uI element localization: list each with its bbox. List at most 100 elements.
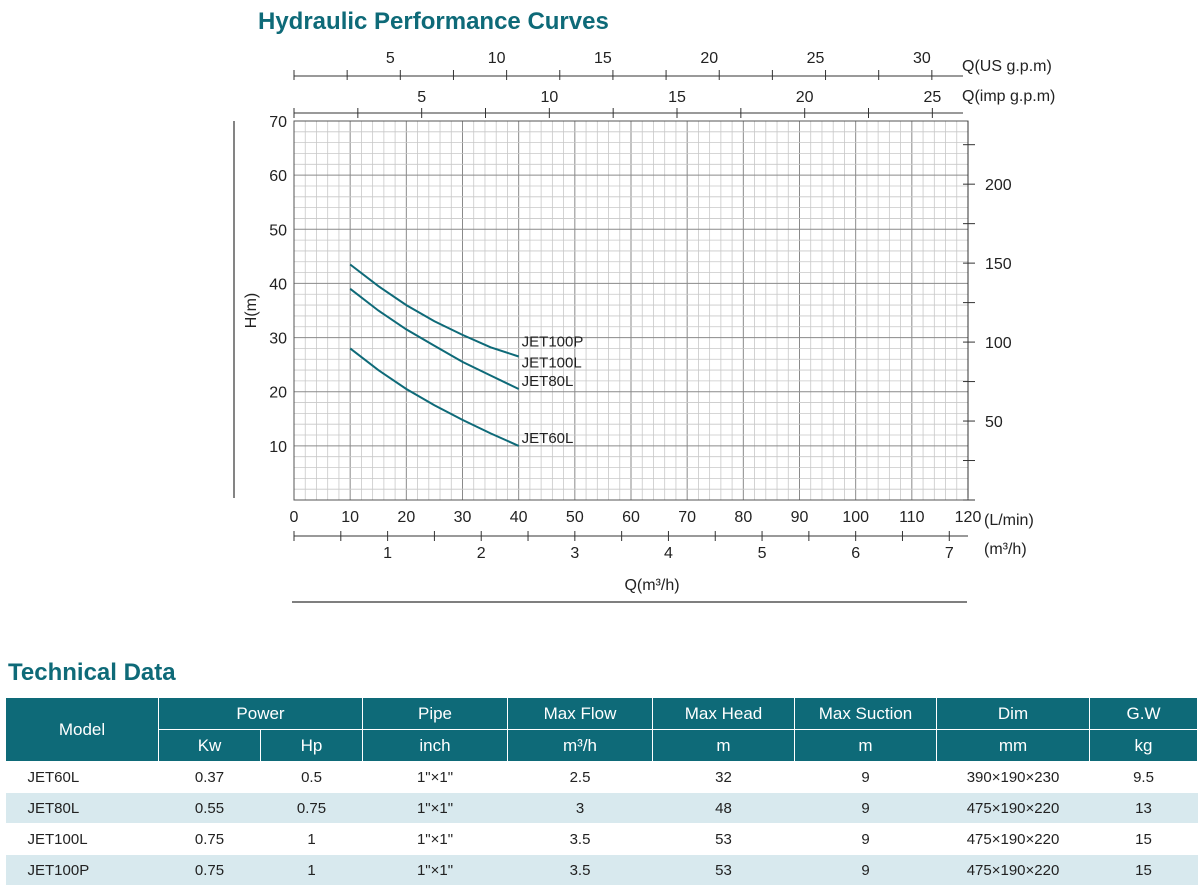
cell-dim: 475×190×220 (936, 792, 1090, 824)
unit-mm: mm (936, 729, 1090, 762)
cell-kw: 0.75 (158, 823, 261, 855)
x-tick-label: 60 (622, 509, 640, 526)
performance-chart: 10 20 30 40 50 60 70 H(m) 50 100 150 200 0 10 20 30 40 50… (233, 50, 1055, 603)
table-row: JET60L 0.37 0.5 1"×1" 2.5 32 9 390×190×2… (5, 761, 1198, 793)
cell-dim: 390×190×230 (936, 761, 1090, 793)
header-model: Model (5, 697, 159, 762)
m3h-tick-label: 7 (945, 545, 954, 562)
cell-max-flow: 2.5 (507, 761, 653, 793)
us-gpm-tick-label: 30 (913, 50, 931, 67)
series-line-jet60l (349, 347, 520, 447)
x-tick-label: 40 (510, 509, 528, 526)
cell-pipe: 1"×1" (362, 792, 508, 824)
us-gpm-tick-label: 25 (807, 50, 825, 67)
header-dim: Dim (936, 697, 1090, 730)
cell-max-head: 53 (652, 854, 795, 886)
x-tick-label: 50 (566, 509, 584, 526)
cell-gw: 15 (1089, 854, 1198, 886)
unit-inch: inch (362, 729, 508, 762)
series-line-jet100p (349, 263, 520, 358)
cell-max-head: 32 (652, 761, 795, 793)
m3h-tick-label: 4 (664, 545, 673, 562)
cell-kw: 0.75 (158, 854, 261, 886)
imp-gpm-tick-label: 10 (540, 89, 558, 106)
us-gpm-tick-label: 20 (700, 50, 718, 67)
technical-data-table: Model Power Pipe Max Flow Max Head Max S… (5, 697, 1198, 886)
m3h-tick-label: 6 (851, 545, 860, 562)
cell-max-suction: 9 (794, 761, 937, 793)
cell-max-head: 53 (652, 823, 795, 855)
table-header-row: Model Power Pipe Max Flow Max Head Max S… (5, 697, 1198, 762)
cell-dim: 475×190×220 (936, 854, 1090, 886)
cell-kw: 0.37 (158, 761, 261, 793)
x-tick-label: 10 (341, 509, 359, 526)
cell-pipe: 1"×1" (362, 854, 508, 886)
us-gpm-tick-label: 10 (488, 50, 506, 67)
cell-model: JET100L (5, 823, 159, 855)
y-tick-label: 10 (269, 439, 287, 456)
y-tick-label: 20 (269, 385, 287, 402)
unit-kw: Kw (158, 729, 261, 762)
us-gpm-unit-label: Q(US g.p.m) (962, 58, 1052, 75)
us-gpm-tick-label: 5 (386, 50, 395, 67)
us-gpm-tick-label: 15 (594, 50, 612, 67)
x-tick-label: 0 (290, 509, 299, 526)
y-tick-label: 70 (269, 114, 287, 131)
y-tick-label: 60 (269, 168, 287, 185)
x-tick-label: 80 (734, 509, 752, 526)
unit-head-m: m (652, 729, 795, 762)
right-tick-label: 50 (985, 414, 1003, 431)
cell-hp: 0.75 (260, 792, 363, 824)
y-tick-label: 50 (269, 222, 287, 239)
x-tick-label: 100 (842, 509, 869, 526)
imp-gpm-tick-label: 20 (796, 89, 814, 106)
unit-suction-m: m (794, 729, 937, 762)
m3h-unit-label: (m³/h) (984, 541, 1027, 558)
series-label: JET80L (522, 373, 574, 390)
cell-model: JET80L (5, 792, 159, 824)
table-row: JET100P 0.75 1 1"×1" 3.5 53 9 475×190×22… (5, 854, 1198, 886)
technical-data-title: Technical Data (8, 659, 176, 686)
cell-pipe: 1"×1" (362, 761, 508, 793)
right-tick-label: 200 (985, 177, 1012, 194)
m3h-tick-label: 3 (570, 545, 579, 562)
cell-max-flow: 3.5 (507, 823, 653, 855)
m3h-tick-label: 1 (383, 545, 392, 562)
imp-gpm-tick-label: 25 (923, 89, 941, 106)
series-label: JET100L (522, 355, 582, 372)
header-max-head: Max Head (652, 697, 795, 730)
cell-max-suction: 9 (794, 792, 937, 824)
cell-max-head: 48 (652, 792, 795, 824)
x-tick-label: 30 (454, 509, 472, 526)
cell-hp: 1 (260, 854, 363, 886)
header-power: Power (158, 697, 363, 730)
header-pipe: Pipe (362, 697, 508, 730)
cell-model: JET60L (5, 761, 159, 793)
x-tick-label: 110 (899, 509, 925, 526)
unit-kg: kg (1089, 729, 1198, 762)
unit-m3h: m³/h (507, 729, 653, 762)
cell-gw: 15 (1089, 823, 1198, 855)
cell-max-flow: 3 (507, 792, 653, 824)
x-tick-label: 70 (678, 509, 696, 526)
cell-hp: 1 (260, 823, 363, 855)
series-label: JET100P (522, 334, 584, 351)
y-tick-label: 30 (269, 331, 287, 348)
series-label: JET60L (522, 430, 574, 447)
x-tick-label: 90 (791, 509, 809, 526)
cell-pipe: 1"×1" (362, 823, 508, 855)
series-line-jet80l (349, 288, 520, 390)
x-tick-label: 120 (955, 509, 982, 526)
imp-gpm-tick-label: 5 (417, 89, 426, 106)
cell-dim: 475×190×220 (936, 823, 1090, 855)
cell-max-suction: 9 (794, 823, 937, 855)
x-axis-unit-label: (L/min) (984, 512, 1034, 529)
cell-hp: 0.5 (260, 761, 363, 793)
right-tick-label: 150 (985, 256, 1012, 273)
x-axis-title: Q(m³/h) (624, 577, 679, 594)
imp-gpm-unit-label: Q(imp g.p.m) (962, 88, 1055, 105)
x-tick-label: 20 (397, 509, 415, 526)
table-row: JET80L 0.55 0.75 1"×1" 3 48 9 475×190×22… (5, 792, 1198, 824)
header-gw: G.W (1089, 697, 1198, 730)
y-tick-label: 40 (269, 276, 287, 293)
